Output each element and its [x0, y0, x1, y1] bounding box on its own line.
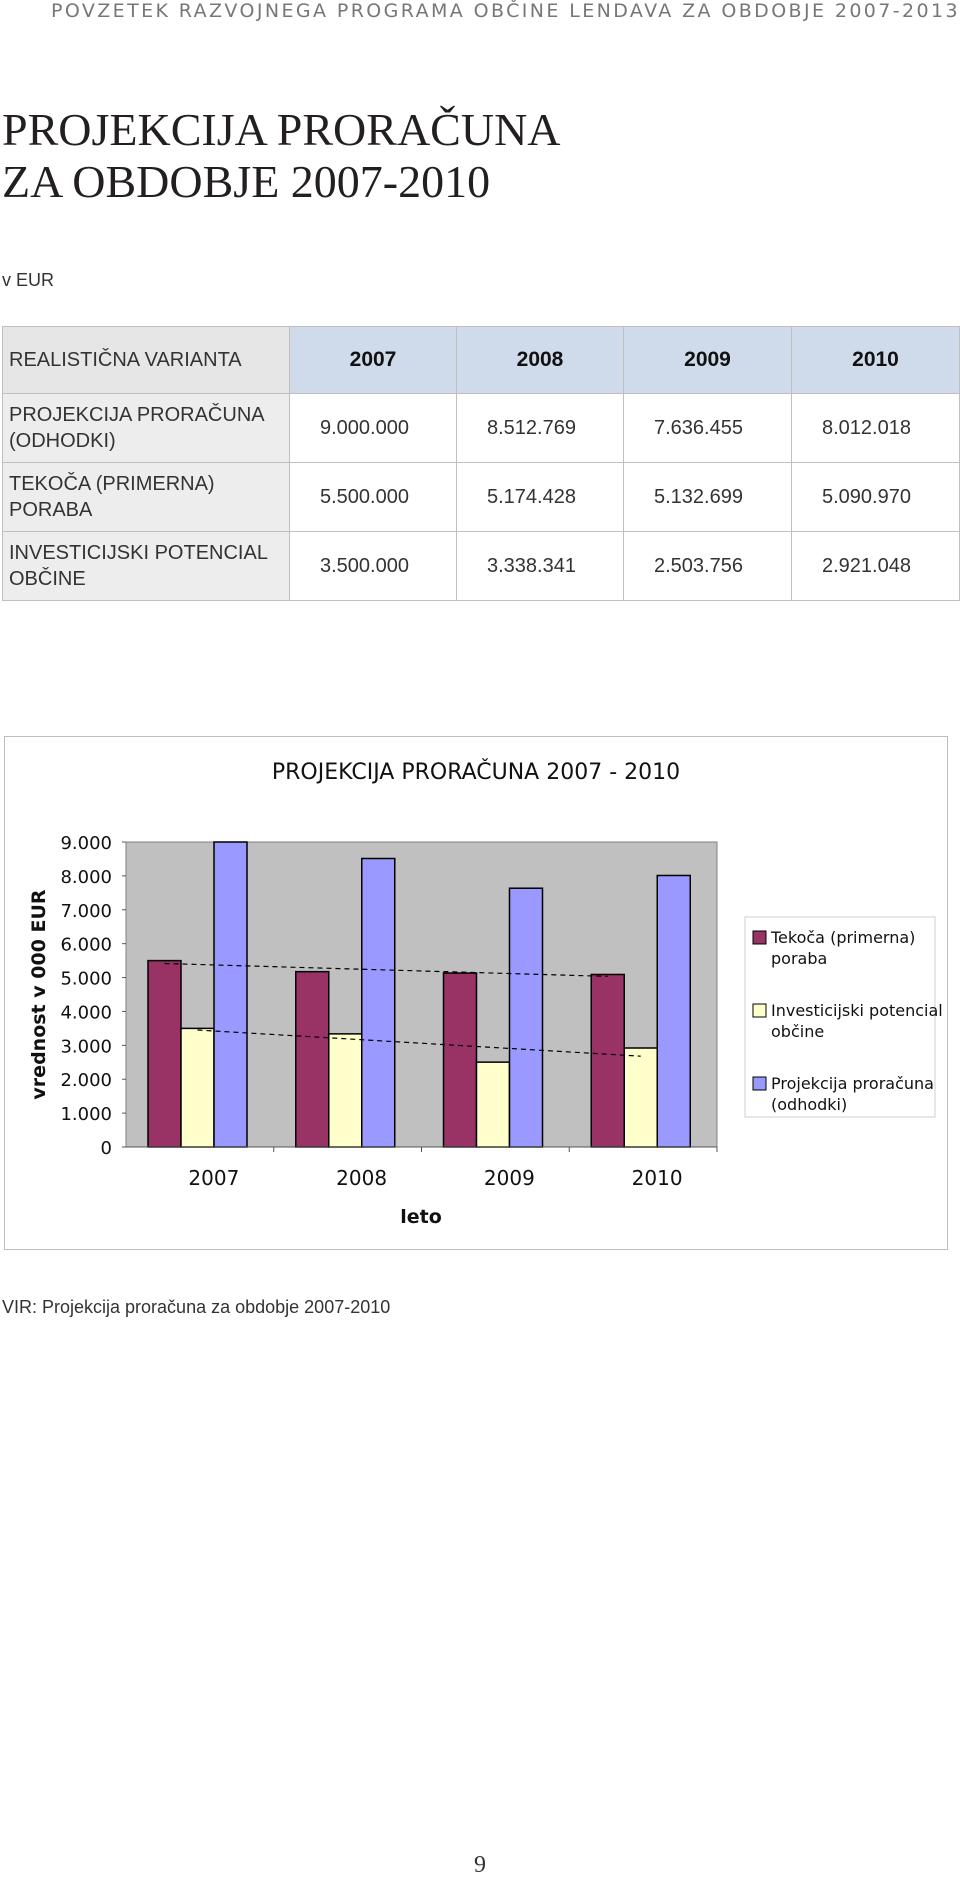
y-tick-label: 6.000 — [60, 935, 112, 956]
y-tick-label: 8.000 — [60, 867, 112, 888]
budget-chart: PROJEKCIJA PRORAČUNA 2007 - 2010 0 1.000 2.… — [4, 736, 948, 1250]
year-header: 2010 — [791, 326, 960, 394]
bar — [442, 972, 478, 1148]
table-cell: 5.132.699 — [623, 462, 792, 532]
bar — [590, 973, 625, 1148]
legend-swatch — [752, 1076, 767, 1091]
table-header-row: REALISTIČNA VARIANTA 2007 2008 2009 2010 — [2, 326, 960, 394]
table-row: PROJEKCIJA PRORAČUNA (ODHODKI) 9.000.000… — [2, 393, 960, 463]
bar — [475, 1061, 511, 1148]
table-header-label: REALISTIČNA VARIANTA — [2, 326, 290, 394]
row-label: INVESTICIJSKI POTENCIAL OBČINE — [2, 531, 290, 601]
table-row: TEKOČA (PRIMERNA) PORABA 5.500.000 5.174… — [2, 462, 960, 532]
y-tick-label: 0 — [101, 1138, 112, 1159]
bar — [328, 1033, 363, 1148]
table-cell: 2.503.756 — [623, 531, 792, 601]
year-header: 2007 — [289, 326, 457, 394]
y-tick-label: 2.000 — [60, 1070, 112, 1091]
trendline — [197, 1029, 641, 1057]
table-cell: 8.012.018 — [791, 393, 960, 463]
bar — [656, 874, 691, 1148]
legend-label: Projekcija proračuna (odhodki) — [771, 1074, 934, 1114]
unit-label: v EUR — [2, 270, 55, 290]
legend-swatch — [752, 1003, 767, 1018]
bar — [623, 1047, 658, 1148]
source-caption: VIR: Projekcija proračuna za obdobje 200… — [2, 1297, 391, 1317]
running-header: POVZETEK RAZVOJNEGA PROGRAMA OBČINE LEND… — [0, 0, 960, 22]
table-cell: 5.174.428 — [456, 462, 624, 532]
legend-box — [744, 916, 936, 1118]
table-cell: 2.921.048 — [791, 531, 960, 601]
x-tick-label: 2008 — [336, 1166, 387, 1190]
legend-label: Tekoča (primerna) poraba — [770, 928, 915, 968]
row-label: PROJEKCIJA PRORAČUNA (ODHODKI) — [2, 393, 290, 463]
y-tick-label: 7.000 — [60, 901, 112, 922]
x-tick-label: 2010 — [632, 1166, 683, 1190]
trendline — [164, 962, 608, 977]
page-title: PROJEKCIJA PRORAČUNA ZA OBDOBJE 2007-201… — [2, 104, 561, 208]
x-tick-label: 2007 — [188, 1166, 239, 1190]
bar — [361, 857, 396, 1148]
x-axis-label: leto — [400, 1206, 442, 1228]
y-axis-label: vrednost v 000 EUR — [28, 889, 50, 1100]
bar — [180, 1027, 215, 1148]
table-cell: 8.512.769 — [456, 393, 624, 463]
page-title-line-1: PROJEKCIJA PRORAČUNA — [2, 104, 561, 155]
row-label: TEKOČA (PRIMERNA) PORABA — [2, 462, 290, 532]
chart-title: PROJEKCIJA PRORAČUNA 2007 - 2010 — [272, 759, 680, 785]
table-row: INVESTICIJSKI POTENCIAL OBČINE 3.500.000… — [2, 531, 960, 601]
bar — [147, 959, 182, 1148]
bar — [295, 970, 330, 1148]
page-number: 9 — [474, 1852, 486, 1878]
budget-table: REALISTIČNA VARIANTA 2007 2008 2009 2010… — [2, 326, 960, 601]
year-header: 2008 — [456, 326, 624, 394]
bar — [213, 841, 248, 1148]
year-header: 2009 — [623, 326, 792, 394]
y-tick-label: 9.000 — [60, 833, 112, 854]
table-cell: 3.500.000 — [289, 531, 457, 601]
table-cell: 5.090.970 — [791, 462, 960, 532]
running-header-text: POVZETEK RAZVOJNEGA PROGRAMA OBČINE LEND… — [50, 0, 960, 22]
table-cell: 9.000.000 — [289, 393, 457, 463]
y-tick-label: 3.000 — [60, 1036, 112, 1057]
y-tick-label: 1.000 — [60, 1104, 112, 1125]
legend-swatch — [752, 930, 767, 945]
table-cell: 3.338.341 — [456, 531, 624, 601]
table-cell: 7.636.455 — [623, 393, 792, 463]
table-cell: 5.500.000 — [289, 462, 457, 532]
page-title-line-2: ZA OBDOBJE 2007-2010 — [2, 156, 491, 207]
x-tick-label: 2009 — [484, 1166, 535, 1190]
y-tick-label: 5.000 — [60, 969, 112, 990]
legend-label: Investicijski potencial občine — [771, 1001, 943, 1041]
chart-svg: PROJEKCIJA PRORAČUNA 2007 - 2010 0 1.000 2.… — [28, 759, 943, 1228]
bar — [508, 887, 544, 1148]
y-tick-label: 4.000 — [60, 1002, 112, 1023]
